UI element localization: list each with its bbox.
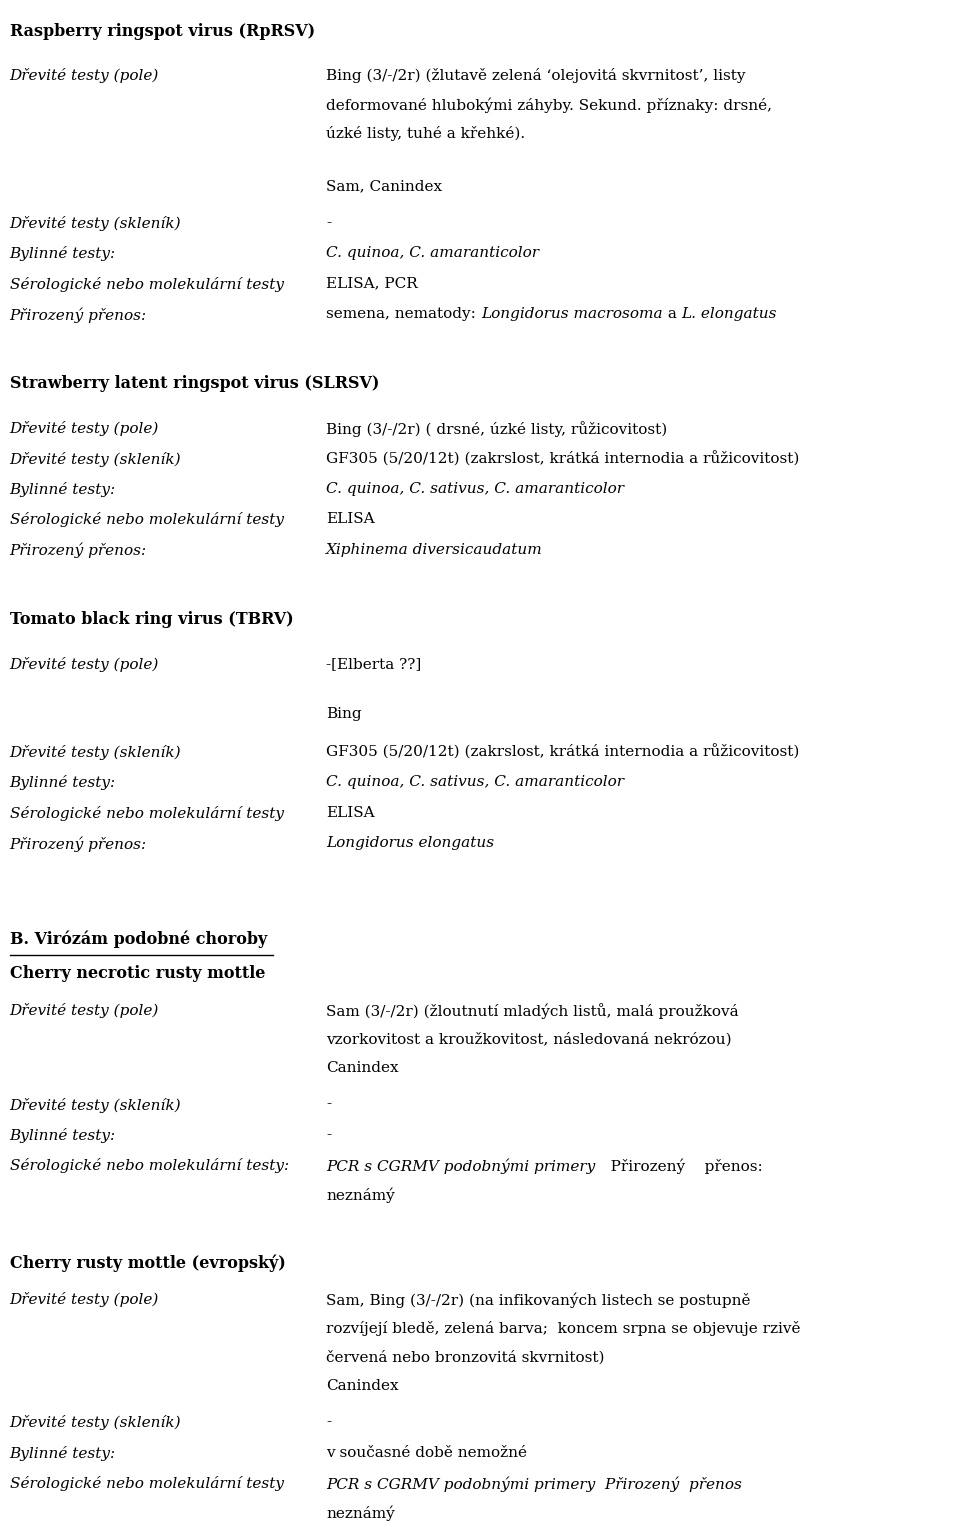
Text: Bing: Bing [326, 707, 362, 721]
Text: Sérologické nebo molekulární testy: Sérologické nebo molekulární testy [10, 1477, 283, 1490]
Text: Sam, Bing (3/-/2r) (na infikovaných listech se postupně: Sam, Bing (3/-/2r) (na infikovaných list… [326, 1292, 751, 1308]
Text: Sérologické nebo molekulární testy: Sérologické nebo molekulární testy [10, 512, 283, 527]
Text: Dřevité testy (skleník): Dřevité testy (skleník) [10, 1097, 181, 1113]
Text: Canindex: Canindex [326, 1061, 399, 1074]
Text: semena, nematody:: semena, nematody: [326, 308, 481, 322]
Text: -: - [326, 1128, 331, 1141]
Text: Dřevité testy (pole): Dřevité testy (pole) [10, 657, 159, 672]
Text: PCR s CGRMV podobnými primery  Přirozený  přenos: PCR s CGRMV podobnými primery Přirozený … [326, 1477, 742, 1492]
Text: Dřevité testy (pole): Dřevité testy (pole) [10, 1292, 159, 1308]
Text: Longidorus elongatus: Longidorus elongatus [326, 837, 494, 850]
Text: rozvíjejí bledě, zelená barva;  koncem srpna se objevuje rzivě: rozvíjejí bledě, zelená barva; koncem sr… [326, 1321, 801, 1337]
Text: Tomato black ring virus (TBRV): Tomato black ring virus (TBRV) [10, 611, 293, 628]
Text: Sérologické nebo molekulární testy:: Sérologické nebo molekulární testy: [10, 1158, 289, 1173]
Text: Dřevité testy (skleník): Dřevité testy (skleník) [10, 745, 181, 760]
Text: Bylinné testy:: Bylinné testy: [10, 776, 116, 791]
Text: Dřevité testy (skleník): Dřevité testy (skleník) [10, 451, 181, 466]
Text: -[Elberta ??]: -[Elberta ??] [326, 657, 421, 671]
Text: deformované hlubokými záhyby. Sekund. příznaky: drsné,: deformované hlubokými záhyby. Sekund. př… [326, 98, 773, 113]
Text: ELISA: ELISA [326, 806, 375, 820]
Text: PCR s CGRMV podobnými primery: PCR s CGRMV podobnými primery [326, 1158, 595, 1173]
Text: červená nebo bronzovitá skvrnitost): červená nebo bronzovitá skvrnitost) [326, 1350, 605, 1364]
Text: neznámý: neznámý [326, 1187, 396, 1202]
Text: Cherry necrotic rusty mottle: Cherry necrotic rusty mottle [10, 965, 265, 983]
Text: Raspberry ringspot virus (RpRSV): Raspberry ringspot virus (RpRSV) [10, 23, 315, 40]
Text: C. quinoa, C. sativus, C. amaranticolor: C. quinoa, C. sativus, C. amaranticolor [326, 776, 624, 789]
Text: Přirozený přenos:: Přirozený přenos: [10, 308, 147, 323]
Text: Dřevité testy (skleník): Dřevité testy (skleník) [10, 1416, 181, 1431]
Text: Dřevité testy (pole): Dřevité testy (pole) [10, 69, 159, 84]
Text: Strawberry latent ringspot virus (SLRSV): Strawberry latent ringspot virus (SLRSV) [10, 375, 379, 393]
Text: Xiphinema diversicaudatum: Xiphinema diversicaudatum [326, 543, 543, 556]
Text: Dřevité testy (skleník): Dřevité testy (skleník) [10, 216, 181, 230]
Text: C. quinoa, C. sativus, C. amaranticolor: C. quinoa, C. sativus, C. amaranticolor [326, 482, 624, 495]
Text: ELISA: ELISA [326, 512, 375, 526]
Text: Dřevité testy (pole): Dřevité testy (pole) [10, 1003, 159, 1018]
Text: a: a [662, 308, 682, 322]
Text: neznámý: neznámý [326, 1506, 396, 1521]
Text: -: - [326, 1416, 331, 1430]
Text: Přirozený    přenos:: Přirozený přenos: [595, 1158, 762, 1173]
Text: Bylinné testy:: Bylinné testy: [10, 1446, 116, 1460]
Text: v současné době nemožné: v současné době nemožné [326, 1446, 527, 1460]
Text: Dřevité testy (pole): Dřevité testy (pole) [10, 421, 159, 436]
Text: Cherry rusty mottle (evropský): Cherry rusty mottle (evropský) [10, 1254, 285, 1271]
Text: Sam, Canindex: Sam, Canindex [326, 180, 443, 194]
Text: Sérologické nebo molekulární testy: Sérologické nebo molekulární testy [10, 277, 283, 291]
Text: vzorkovitost a kroužkovitost, následovaná nekrózou): vzorkovitost a kroužkovitost, následovan… [326, 1032, 732, 1047]
Text: Bing (3/-/2r) ( drsné, úzké listy, růžicovitost): Bing (3/-/2r) ( drsné, úzké listy, růžic… [326, 421, 667, 437]
Text: -: - [326, 1097, 331, 1111]
Text: úzké listy, tuhé a křehké).: úzké listy, tuhé a křehké). [326, 126, 525, 142]
Text: L. elongatus: L. elongatus [682, 308, 777, 322]
Text: Bylinné testy:: Bylinné testy: [10, 1128, 116, 1143]
Text: ELISA, PCR: ELISA, PCR [326, 277, 419, 291]
Text: Přirozený přenos:: Přirozený přenos: [10, 543, 147, 558]
Text: -: - [326, 216, 331, 230]
Text: GF305 (5/20/12t) (zakrslost, krátká internodia a růžicovitost): GF305 (5/20/12t) (zakrslost, krátká inte… [326, 451, 800, 466]
Text: Bylinné testy:: Bylinné testy: [10, 482, 116, 497]
Text: Bing (3/-/2r) (žlutavě zelená ‘olejovitá skvrnitost’, listy: Bing (3/-/2r) (žlutavě zelená ‘olejovitá… [326, 69, 746, 84]
Text: B. Virózám podobné choroby: B. Virózám podobné choroby [10, 930, 267, 948]
Text: Canindex: Canindex [326, 1379, 399, 1393]
Text: Bylinné testy:: Bylinné testy: [10, 247, 116, 261]
Text: Přirozený přenos:: Přirozený přenos: [10, 837, 147, 852]
Text: Longidorus macrosoma: Longidorus macrosoma [481, 308, 662, 322]
Text: Sam (3/-/2r) (žloutnutí mladých listů, malá proužková: Sam (3/-/2r) (žloutnutí mladých listů, m… [326, 1003, 739, 1020]
Text: C. quinoa, C. amaranticolor: C. quinoa, C. amaranticolor [326, 247, 540, 261]
Text: GF305 (5/20/12t) (zakrslost, krátká internodia a růžicovitost): GF305 (5/20/12t) (zakrslost, krátká inte… [326, 745, 800, 760]
Text: Sérologické nebo molekulární testy: Sérologické nebo molekulární testy [10, 806, 283, 821]
